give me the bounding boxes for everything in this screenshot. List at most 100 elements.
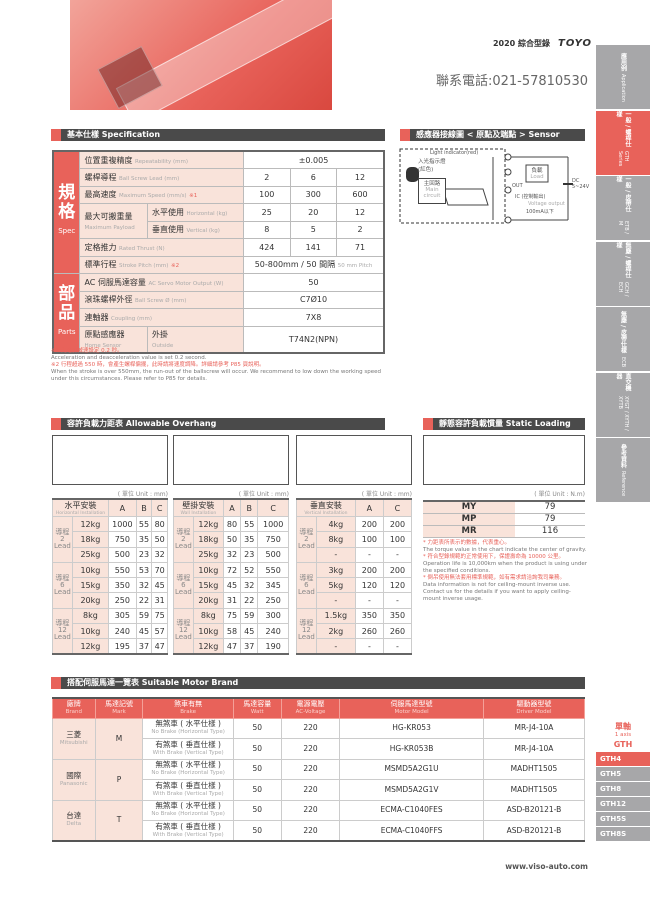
cell: 350	[354, 607, 384, 625]
sidebar-tab[interactable]: 一般 / 螺桿仕樣 GTH Series	[596, 110, 650, 176]
note: Acceleration and deacceleration value is…	[51, 355, 207, 361]
main-circuit-box: 主回路 Main circuit	[418, 178, 446, 204]
column-header: 廠牌 Brand	[52, 697, 96, 719]
cell: 550	[257, 561, 289, 579]
axis-model-tab[interactable]: GTH5S	[596, 812, 650, 826]
motor-model-cell: MSMD5A2G1U	[339, 758, 484, 780]
cell: 58	[222, 623, 242, 640]
lead-value: 12	[57, 626, 67, 635]
cell: 12kg	[71, 515, 110, 533]
cell: 195	[108, 638, 137, 655]
cell: 3kg	[315, 561, 356, 579]
table-row: 有煞車 ( 垂直仕樣 ) With Brake (Vertical Type) 50…	[53, 779, 586, 801]
voltage-cell: 220	[280, 717, 341, 739]
lead-value: 12	[301, 626, 311, 635]
brand-cell: 三菱 Mitsubishi	[52, 717, 96, 760]
sidebar-tab-label: 參考資料	[619, 443, 627, 468]
cell: -	[315, 592, 356, 609]
speed-value: 600	[336, 185, 385, 204]
sidebar-tab-sublabel: GTH Series	[617, 150, 629, 166]
cell: 80	[222, 515, 242, 533]
motor-model-cell: HG-KR053B	[339, 738, 484, 760]
header-en: AC-Voltage	[295, 709, 326, 716]
product-hero-image	[70, 0, 332, 110]
sidebar-tab[interactable]: 無塵 / 皮帶仕樣 ECB	[596, 307, 650, 372]
sidebar-tab[interactable]: 無塵 / 螺桿仕樣 GCH / ECH	[596, 241, 650, 307]
install-type-zh: 水平安裝	[64, 501, 97, 510]
table-row: 12kg 47 37 190	[174, 638, 289, 655]
sidebar-tab[interactable]: 參考資料 Reference	[596, 438, 650, 503]
wall-diagram	[173, 435, 289, 485]
axis-model-tab[interactable]: GTH8S	[596, 827, 650, 841]
lead-cell: 導程 6 Lead	[173, 561, 194, 609]
payload-v-value: 5	[289, 220, 338, 239]
cell: 10kg	[71, 623, 110, 640]
cell: 350	[108, 577, 137, 594]
voltage-cell: 220	[280, 799, 341, 821]
overhang-table: 水平安裝 Horizontal Installation A B C 導程 2 Lead 12k…	[51, 498, 168, 656]
cell: 32	[151, 546, 168, 563]
sensor-section-title: 感應器接線圖 < 原點及端點 > Sensor Layout	[400, 129, 585, 151]
sidebar-tab[interactable]: 應用例 Application	[596, 45, 650, 110]
column-header: A	[222, 498, 242, 517]
sidebar-tab[interactable]: 直交機器 XYGT / XYTH / XYTB	[596, 372, 650, 438]
parts-group-label: 部品 Parts	[52, 273, 81, 354]
brake-zh: 有煞車 ( 垂直仕樣 )	[155, 780, 221, 790]
sidebar-tab-sublabel: ECB	[620, 356, 626, 367]
install-type-en: Wall Installation	[180, 511, 217, 516]
horizontal-label: 水平使用 Horizontal (kg)	[146, 203, 245, 222]
sidebar-tab[interactable]: 一般 / 皮帶仕樣 ETB / M	[596, 176, 650, 241]
table-row: 導程 12 Lead 1.5kg 350 350	[296, 607, 413, 655]
brand-en: Mitsubishi	[59, 739, 88, 746]
header-zh: 驅動器型號	[516, 700, 552, 709]
axis-model-tab[interactable]: GTH5	[596, 767, 650, 781]
table-row: ---	[297, 592, 413, 609]
axis-model-tab[interactable]: GTH12	[596, 797, 650, 811]
axis-model-tab[interactable]: GTH8	[596, 782, 650, 796]
current-label: 100mA以下	[526, 209, 554, 215]
column-header: C	[257, 498, 289, 517]
cell: 120	[354, 577, 384, 594]
cell: 345	[257, 577, 289, 594]
brake-cell: 有煞車 ( 垂直仕樣 ) With Brake (Vertical Type)	[142, 738, 234, 760]
vertical-diagram	[296, 435, 412, 485]
table-row: 18kg 750 35 50	[53, 531, 168, 548]
moment-notes: * 力距表所表示的數據，代表重心。 The torque value in the…	[423, 540, 588, 603]
header-zh: 電源電壓	[296, 700, 325, 709]
note: Contact us for the details if you want t…	[423, 589, 571, 602]
watt-cell: 50	[232, 738, 282, 760]
vertical-label: 垂直使用 Vertical (kg)	[146, 220, 245, 239]
moment-section-title: 靜態容許負載慣量 Static Loading Moment	[423, 418, 585, 440]
header-en: Brand	[65, 709, 82, 716]
speed-value: 100	[243, 185, 291, 204]
table-row: 導程 6 Lead 3kg 200 200	[296, 561, 413, 609]
lead-cell: 導程 2 Lead	[52, 516, 73, 563]
lead-en: Lead	[298, 587, 315, 596]
table-row: 10kg 240 45 57	[53, 623, 168, 640]
lead-en: Lead	[175, 541, 192, 550]
cell: 240	[108, 623, 137, 640]
moment-row: MY 79	[423, 501, 585, 514]
moment-axis: MY	[423, 501, 515, 514]
cell: 240	[257, 623, 289, 640]
thrust-value: 424	[243, 238, 291, 257]
contact-phone: 聯系電話:021-57810530	[435, 74, 588, 89]
column-header: C	[151, 498, 168, 517]
table-row: 國際 Panasonic P 無煞車 ( 水平仕樣 ) No Brake (Horizo…	[52, 758, 586, 801]
moment-row: MR 116	[423, 525, 585, 538]
speed-value: 300	[289, 185, 338, 204]
lead-cell: 導程 6 Lead	[52, 561, 73, 609]
payload-v-value: 8	[243, 220, 291, 239]
moment-axis: MR	[423, 525, 515, 538]
lead-en: Lead	[175, 633, 192, 642]
cell: 1000	[108, 515, 137, 533]
moment-row: MP 79	[423, 513, 585, 526]
cell: 12kg	[71, 638, 110, 655]
sidebar-tab-label: 無塵 / 螺桿仕樣	[615, 241, 631, 278]
cell: 47	[222, 638, 242, 655]
axis-model-tab[interactable]: GTH4	[596, 752, 650, 766]
header-en: Motor Model	[394, 709, 429, 716]
cell: 45	[135, 623, 153, 640]
lead-en: Lead	[54, 587, 71, 596]
table-row: 18kg 50 35 750	[174, 531, 289, 548]
